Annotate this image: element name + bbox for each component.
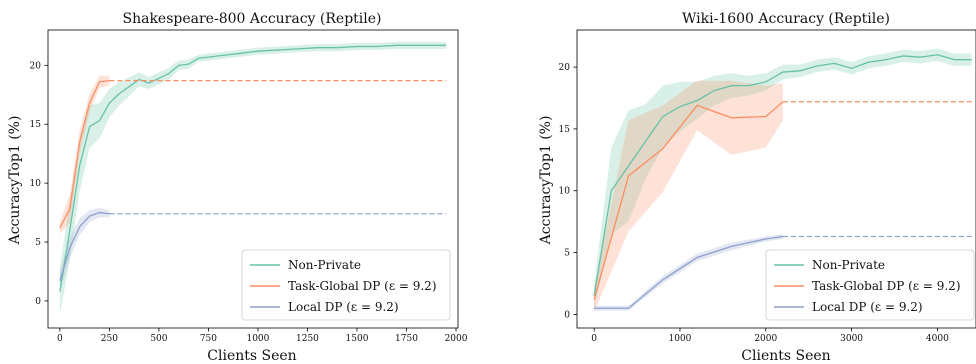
series-line (59, 80, 110, 229)
y-tick-label: 0 (35, 297, 41, 307)
chart-title: Wiki-1600 Accuracy (Reptile) (682, 11, 890, 27)
chart-panel-shakespeare: Shakespeare-800 Accuracy (Reptile) Clien… (7, 11, 468, 364)
x-tick-label: 1500 (346, 334, 369, 344)
y-tick-label: 5 (35, 238, 41, 248)
x-tick-label: 0 (591, 334, 597, 344)
legend-label: Non-Private (288, 258, 361, 272)
x-tick-label: 750 (200, 334, 217, 344)
y-tick-label: 0 (564, 310, 570, 320)
x-tick-label: 3000 (840, 334, 863, 344)
x-axis-label: Clients Seen (207, 348, 296, 364)
x-tick-label: 1750 (395, 334, 418, 344)
y-axis-label: AccuracyTop1 (%) (538, 116, 554, 246)
legend-box (765, 249, 975, 321)
legend-box (241, 249, 451, 321)
plot-area: 0 250 500 750 1000 1250 1500 1750 2000 0 5 10 15 20 (30, 29, 468, 344)
plot-frame (47, 29, 459, 329)
plot-frame (576, 29, 976, 329)
x-tick-label: 1000 (246, 334, 269, 344)
y-tick-label: 15 (559, 125, 571, 135)
series-line (59, 44, 447, 292)
y-axis-label: AccuracyTop1 (%) (7, 116, 23, 246)
series-line (593, 54, 972, 296)
chart-title: Shakespeare-800 Accuracy (Reptile) (122, 11, 381, 27)
series-line (594, 235, 784, 309)
y-tick-label: 15 (30, 120, 42, 130)
series-line (59, 211, 110, 282)
y-tick-label: 20 (559, 63, 571, 73)
confidence-band (594, 234, 783, 311)
y-tick-label: 10 (30, 179, 42, 189)
legend-label: Task-Global DP (ε = 9.2) (288, 279, 437, 293)
x-tick-label: 250 (101, 334, 118, 344)
plot-area: 0 1000 2000 3000 4000 0 5 10 15 20 (559, 29, 976, 344)
legend-label: Local DP (ε = 9.2) (812, 300, 923, 314)
y-tick-label: 10 (559, 187, 571, 197)
legend-label: Task-Global DP (ε = 9.2) (812, 279, 961, 293)
x-tick-label: 2000 (445, 334, 468, 344)
y-tick-label: 20 (30, 61, 42, 71)
x-axis-label: Clients Seen (741, 348, 830, 364)
legend: Non-Private Task-Global DP (ε = 9.2) Local… (765, 249, 975, 321)
legend-label: Local DP (ε = 9.2) (288, 300, 399, 314)
confidence-band (594, 48, 972, 309)
confidence-band (594, 80, 783, 312)
x-tick-label: 500 (150, 334, 167, 344)
x-tick-label: 1250 (296, 334, 319, 344)
y-tick-label: 5 (564, 249, 570, 259)
x-tick-label: 4000 (926, 334, 949, 344)
x-tick-label: 0 (57, 334, 63, 344)
legend-label: Non-Private (812, 258, 885, 272)
x-tick-label: 2000 (754, 334, 777, 344)
series-line (593, 101, 784, 300)
chart-panel-wiki: Wiki-1600 Accuracy (Reptile) Clients See… (538, 11, 976, 364)
x-tick-label: 1000 (669, 334, 692, 344)
legend: Non-Private Task-Global DP (ε = 9.2) Local… (241, 249, 451, 321)
